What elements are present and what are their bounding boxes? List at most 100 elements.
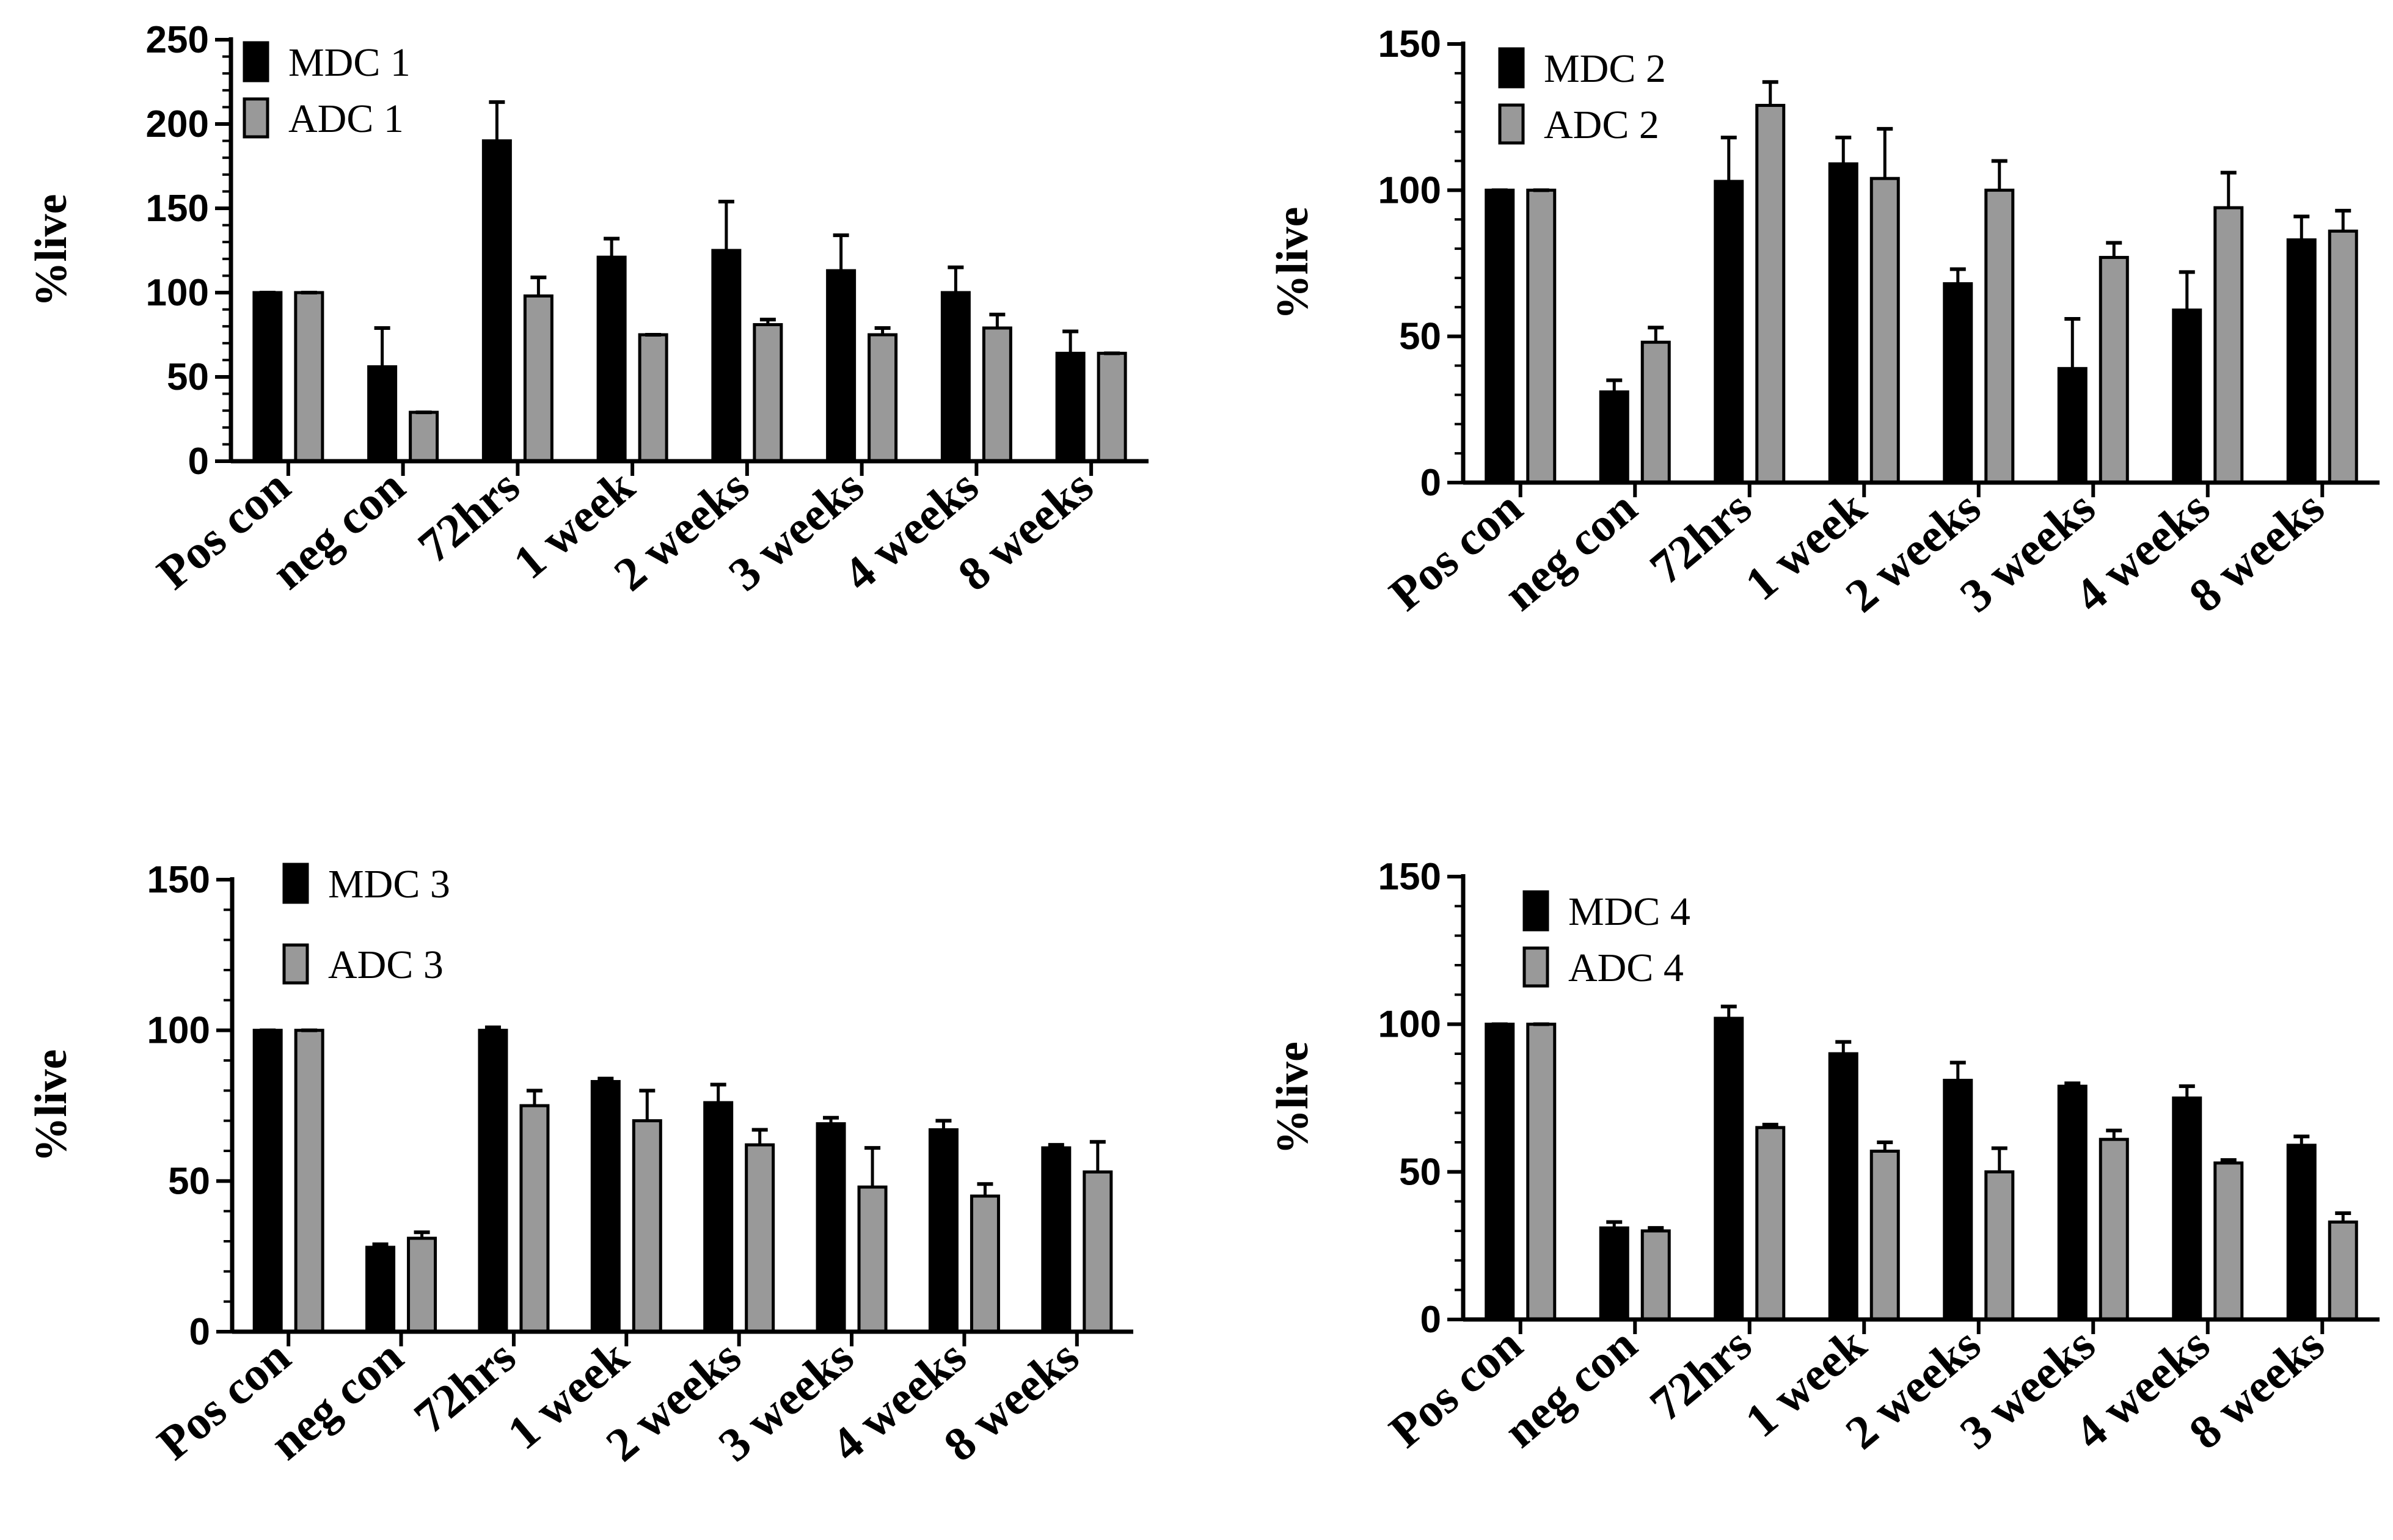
bar-mdc1-8 <box>1055 351 1086 463</box>
bar-mdc2-2 <box>1599 390 1629 484</box>
bar-mdc2-8 <box>2286 238 2317 484</box>
bar-mdc2-3 <box>1714 180 1744 484</box>
bar-adc2-8 <box>2328 229 2358 484</box>
legend-label-mdc3: MDC 3 <box>328 862 450 907</box>
bar-adc2-2 <box>1640 340 1671 484</box>
legend-swatch-adc1 <box>243 97 269 139</box>
bar-mdc3-1 <box>252 1029 283 1334</box>
bar-adc1-2 <box>409 411 439 463</box>
legend-swatch-adc2 <box>1498 103 1525 145</box>
y-tick-label: 50 <box>168 1160 210 1202</box>
bar-adc2-4 <box>1869 177 1900 484</box>
bar-adc4-3 <box>1755 1126 1786 1321</box>
bar-mdc2-1 <box>1485 188 1515 484</box>
bar-mdc4-6 <box>2057 1084 2088 1321</box>
bar-mdc3-5 <box>703 1101 734 1334</box>
bar-mdc1-6 <box>826 269 857 463</box>
bar-mdc1-4 <box>596 255 627 463</box>
bar-mdc3-6 <box>816 1122 846 1334</box>
bar-adc1-1 <box>294 291 324 463</box>
bar-adc4-5 <box>1984 1170 2015 1321</box>
y-axis-title: %live <box>26 194 76 307</box>
bar-adc4-7 <box>2213 1161 2244 1321</box>
y-tick-label: 50 <box>1399 1151 1441 1193</box>
x-category-label: neg con <box>1494 480 1646 621</box>
bar-adc1-5 <box>753 323 783 463</box>
bar-adc4-1 <box>1526 1023 1557 1321</box>
bar-adc3-2 <box>407 1236 437 1334</box>
bar-mdc4-5 <box>1943 1079 1973 1321</box>
bar-mdc1-7 <box>940 291 971 463</box>
bar-adc3-1 <box>294 1029 324 1334</box>
bar-mdc3-3 <box>478 1029 508 1334</box>
legend-swatch-mdc1 <box>243 41 269 82</box>
bar-adc4-8 <box>2328 1221 2358 1321</box>
bar-adc3-4 <box>632 1119 662 1334</box>
legend-swatch-adc3 <box>282 943 309 985</box>
y-tick-label: 100 <box>147 1010 210 1052</box>
bar-adc2-3 <box>1755 104 1786 484</box>
bar-mdc1-2 <box>367 365 398 463</box>
y-tick-label: 100 <box>1378 169 1441 211</box>
y-tick-label: 150 <box>147 859 210 901</box>
y-axis-title: %live <box>1268 207 1318 320</box>
bar-mdc4-3 <box>1714 1016 1744 1321</box>
bar-adc2-5 <box>1984 188 2015 484</box>
bar-adc4-6 <box>2099 1137 2129 1321</box>
x-category-label: Pos con <box>1379 480 1532 621</box>
legend-label-mdc1: MDC 1 <box>288 40 411 85</box>
y-axis-title: %live <box>1268 1042 1318 1155</box>
bar-mdc2-5 <box>1943 282 1973 484</box>
bar-mdc1-1 <box>252 291 283 463</box>
legend-label-mdc4: MDC 4 <box>1568 889 1690 934</box>
bar-adc1-3 <box>523 294 553 463</box>
legend-label-adc2: ADC 2 <box>1544 103 1659 147</box>
y-tick-label: 100 <box>1378 1004 1441 1046</box>
legend-label-adc4: ADC 4 <box>1568 946 1684 990</box>
legend-label-adc1: ADC 1 <box>288 97 404 141</box>
bar-mdc1-3 <box>481 139 512 463</box>
bar-adc1-7 <box>982 326 1012 463</box>
y-tick-label: 0 <box>188 440 209 483</box>
bar-adc2-6 <box>2099 255 2129 484</box>
legend-label-adc3: ADC 3 <box>328 943 444 987</box>
bar-adc2-7 <box>2213 206 2244 484</box>
bar-mdc4-1 <box>1485 1023 1515 1321</box>
legend-swatch-mdc4 <box>1522 890 1549 932</box>
y-tick-label: 150 <box>146 188 209 230</box>
bar-adc2-1 <box>1526 188 1557 484</box>
legend-swatch-mdc3 <box>282 863 309 904</box>
y-tick-label: 50 <box>1399 316 1441 358</box>
bar-adc4-4 <box>1869 1150 1900 1321</box>
x-category-label: Pos con <box>1379 1317 1532 1458</box>
y-tick-label: 0 <box>189 1311 210 1353</box>
bar-mdc2-4 <box>1828 162 1858 484</box>
y-axis-title: %live <box>26 1049 76 1162</box>
bar-mdc3-2 <box>365 1246 396 1334</box>
y-tick-label: 100 <box>146 272 209 314</box>
bar-adc3-7 <box>970 1194 1000 1334</box>
bar-adc4-2 <box>1640 1229 1671 1321</box>
y-tick-label: 0 <box>1420 1299 1441 1341</box>
x-category-label: neg con <box>261 459 414 599</box>
bar-adc1-6 <box>868 333 898 463</box>
bar-mdc2-6 <box>2057 367 2088 484</box>
x-category-label: neg con <box>1494 1317 1646 1458</box>
y-tick-label: 0 <box>1420 462 1441 504</box>
legend-swatch-mdc2 <box>1498 47 1525 89</box>
bar-mdc3-8 <box>1041 1146 1072 1334</box>
x-category-label: Pos con <box>147 459 300 599</box>
bar-mdc3-7 <box>928 1128 959 1334</box>
bar-adc3-5 <box>745 1143 775 1334</box>
y-tick-label: 150 <box>1378 856 1441 898</box>
bar-adc1-4 <box>638 333 668 463</box>
bar-mdc2-7 <box>2172 308 2202 484</box>
legend-swatch-adc4 <box>1522 946 1549 988</box>
bar-adc3-8 <box>1083 1170 1113 1334</box>
y-tick-label: 250 <box>146 19 209 61</box>
